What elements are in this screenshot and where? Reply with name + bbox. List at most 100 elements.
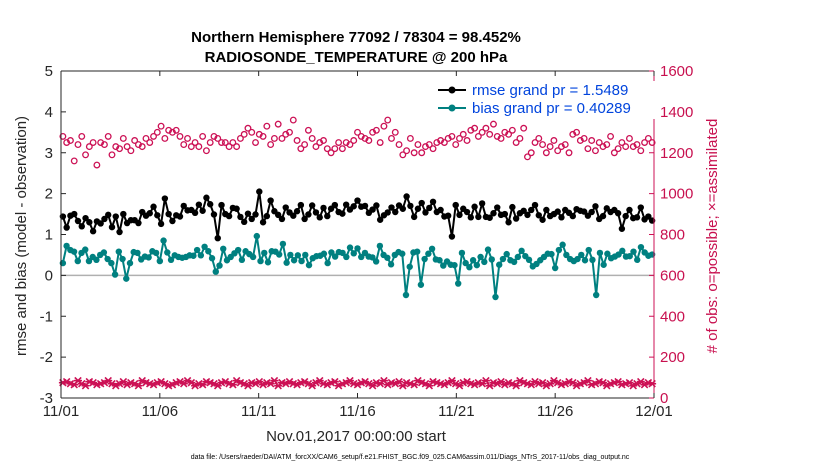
rmse-point — [248, 215, 255, 223]
bias-point — [193, 246, 201, 254]
y-tick-label-right: 200 — [660, 349, 685, 366]
bias-point — [82, 246, 89, 253]
possible-obs-point — [550, 137, 558, 144]
bias-point — [331, 253, 339, 260]
rmse-point — [580, 208, 588, 215]
possible-obs-point — [323, 145, 331, 153]
possible-obs-point — [338, 145, 346, 153]
bias-point — [578, 251, 585, 259]
rmse-point — [282, 204, 289, 211]
rmse-point — [437, 206, 444, 214]
bias-point — [115, 248, 123, 255]
bias-point — [462, 259, 469, 267]
possible-obs-point — [644, 134, 652, 142]
possible-obs-point — [380, 122, 388, 130]
possible-obs-point — [448, 132, 456, 140]
y-tick-label-right: 1200 — [660, 145, 693, 162]
rmse-point — [263, 212, 271, 220]
possible-obs-point — [187, 143, 195, 151]
rmse-point — [618, 225, 626, 232]
bias-point — [563, 251, 570, 259]
bias-point — [249, 253, 257, 261]
possible-obs-point — [108, 151, 116, 159]
bias-point — [238, 256, 246, 264]
rmse-point — [308, 202, 316, 209]
bias-point — [126, 259, 134, 267]
rmse-point — [403, 193, 410, 200]
bias-point — [499, 255, 507, 263]
possible-obs-point — [350, 137, 358, 144]
bias-point — [234, 246, 242, 254]
bias-point — [451, 261, 458, 269]
rmse-point — [528, 206, 535, 214]
bias-point — [350, 250, 357, 257]
possible-obs-point — [236, 134, 244, 142]
possible-obs-point — [527, 149, 535, 157]
rmse-point — [361, 202, 369, 210]
rmse-point — [486, 214, 493, 221]
bias-point — [108, 259, 115, 267]
possible-obs-point — [202, 147, 210, 155]
bias-point — [376, 242, 384, 250]
possible-obs-point — [414, 141, 422, 149]
rmse-point — [509, 203, 516, 211]
bias-point — [294, 252, 302, 259]
rmse-point — [339, 210, 346, 217]
legend-bias-marker — [448, 104, 456, 112]
bias-point — [469, 257, 477, 264]
rmse-point — [214, 234, 221, 242]
possible-obs-point — [588, 137, 596, 144]
rmse-point — [101, 215, 108, 223]
possible-obs-point — [270, 134, 278, 142]
bias-point — [354, 245, 361, 252]
possible-obs-point — [74, 141, 82, 149]
possible-obs-point — [614, 145, 622, 153]
rmse-point — [426, 204, 433, 212]
y-tick-label-left: -2 — [40, 349, 53, 366]
rmse-point — [429, 198, 437, 205]
chart-title-line2: RADIOSONDE_TEMPERATURE @ 200 hPa — [205, 49, 508, 66]
rmse-point — [494, 204, 501, 211]
possible-obs-point — [180, 141, 188, 149]
bias-point — [637, 243, 645, 251]
possible-obs-point — [546, 143, 554, 151]
bias-point — [436, 257, 443, 264]
rmse-point — [195, 201, 203, 208]
bias-point — [596, 249, 604, 257]
bias-point — [402, 291, 410, 299]
assimilated-obs-point — [512, 381, 521, 390]
possible-obs-point — [580, 134, 588, 142]
rmse-point — [369, 206, 376, 213]
possible-obs-point — [486, 130, 494, 138]
bias-point — [481, 258, 488, 266]
possible-obs-point — [225, 143, 233, 151]
rmse-point — [146, 210, 153, 217]
possible-obs-point — [516, 134, 524, 142]
y-axis-label-right: # of obs: o=possible; ×=assimilated — [704, 119, 721, 354]
possible-obs-point — [59, 132, 67, 140]
possible-obs-point — [535, 134, 543, 142]
rmse-point — [120, 210, 127, 218]
possible-obs-point — [372, 126, 380, 134]
possible-obs-point — [592, 147, 599, 155]
possible-obs-point — [153, 128, 161, 136]
possible-obs-point — [233, 143, 241, 151]
possible-obs-point — [331, 145, 339, 153]
bias-point — [387, 261, 395, 268]
bias-point — [324, 259, 331, 267]
legend-box — [434, 81, 656, 119]
possible-obs-point — [573, 128, 581, 136]
bias-point — [555, 246, 563, 254]
rmse-point — [278, 215, 286, 223]
possible-obs-point — [603, 141, 611, 149]
footnote: data file: /Users/raeder/DAI/ATM_forcXX/… — [191, 454, 630, 461]
possible-obs-point — [452, 141, 460, 149]
bias-point — [634, 256, 641, 264]
possible-obs-point — [610, 149, 618, 157]
rmse-point — [82, 214, 89, 222]
possible-obs-point — [531, 139, 539, 146]
bias-point — [525, 256, 533, 264]
possible-obs-point — [191, 139, 199, 146]
assimilated-obs-point — [270, 376, 279, 385]
